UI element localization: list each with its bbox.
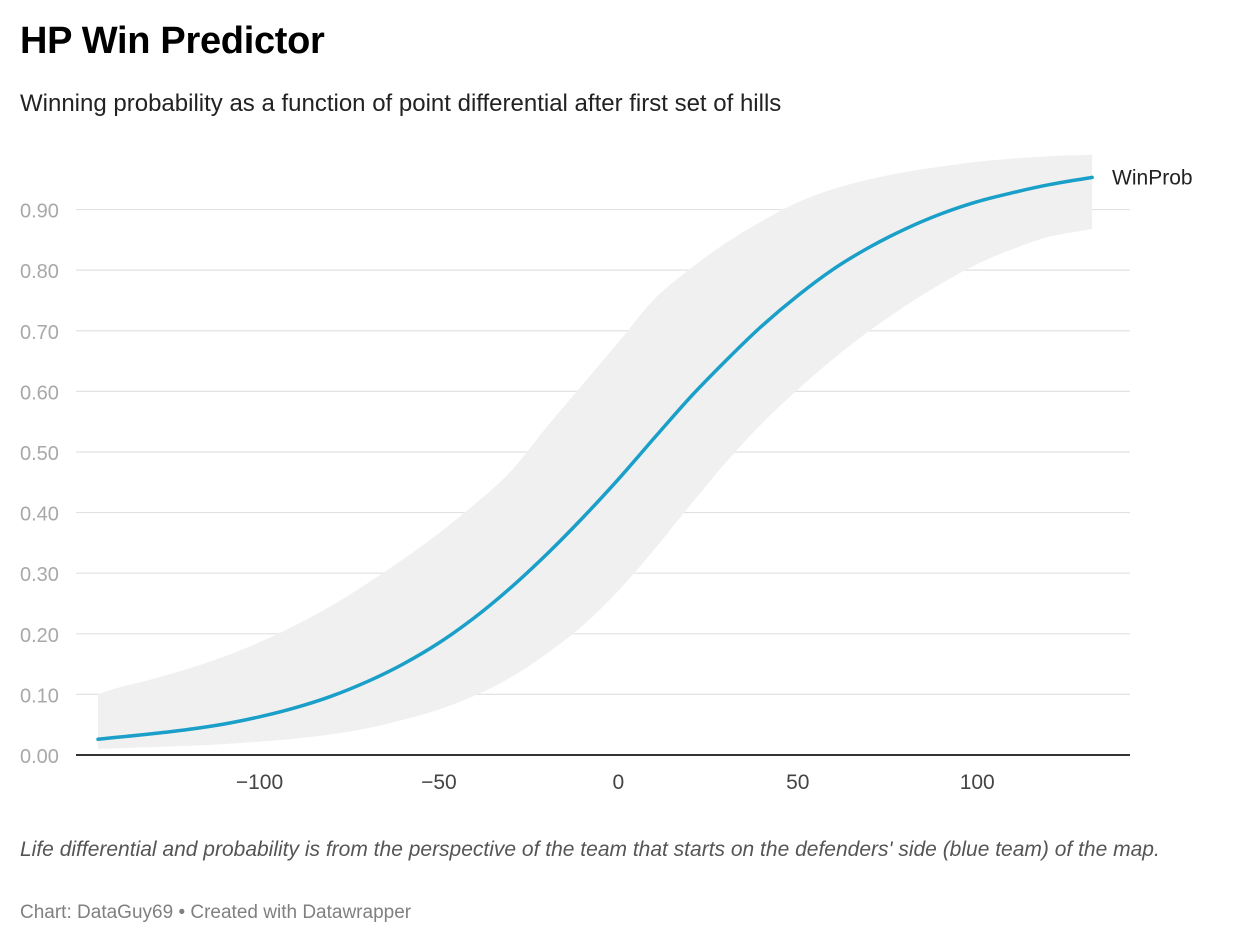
x-tick-label: 100 [960,771,995,794]
series-line-winprob [96,175,1094,741]
y-tick-label: 0.30 [20,564,59,586]
y-tick-label: 0.40 [20,504,59,526]
x-tick-label: 50 [786,771,809,794]
y-tick-label: 0.60 [20,382,59,404]
byline: Chart: DataGuy69 • Created with Datawrap… [20,902,411,924]
series-label-winprob: WinProb [1112,166,1193,189]
x-tick-label: −100 [236,771,283,794]
x-tick-label: 0 [613,771,625,794]
confidence-band [98,154,1093,749]
y-tick-label: 0.50 [20,443,59,465]
chart-title: HP Win Predictor [20,20,325,62]
y-tick-label: 0.80 [20,261,59,283]
source-name: DataGuy69 [77,902,174,923]
credit-text: Created with Datawrapper [190,902,412,923]
y-axis-ticks: 0.00 0.10 0.20 0.30 0.40 0.50 0.60 0.70 0.80 0.90 [20,201,59,768]
y-tick-label: 0.90 [20,201,59,223]
byline-separator: • [178,902,186,923]
x-axis-ticks: −100 −50 0 50 100 [236,771,995,794]
chart-subtitle: Winning probability as a function of poi… [20,90,782,117]
y-tick-label: 0.10 [20,685,59,707]
y-tick-label: 0.70 [20,322,59,344]
x-tick-label: −50 [421,771,457,794]
source-label: Chart: [20,902,72,923]
win-probability-chart: 0.00 0.10 0.20 0.30 0.40 0.50 0.60 0.70 0.80 0.90… [20,154,1193,794]
y-tick-label: 0.00 [20,746,59,768]
y-tick-label: 0.20 [20,625,59,647]
chart-notes: Life differential and probability is fro… [20,838,1160,861]
